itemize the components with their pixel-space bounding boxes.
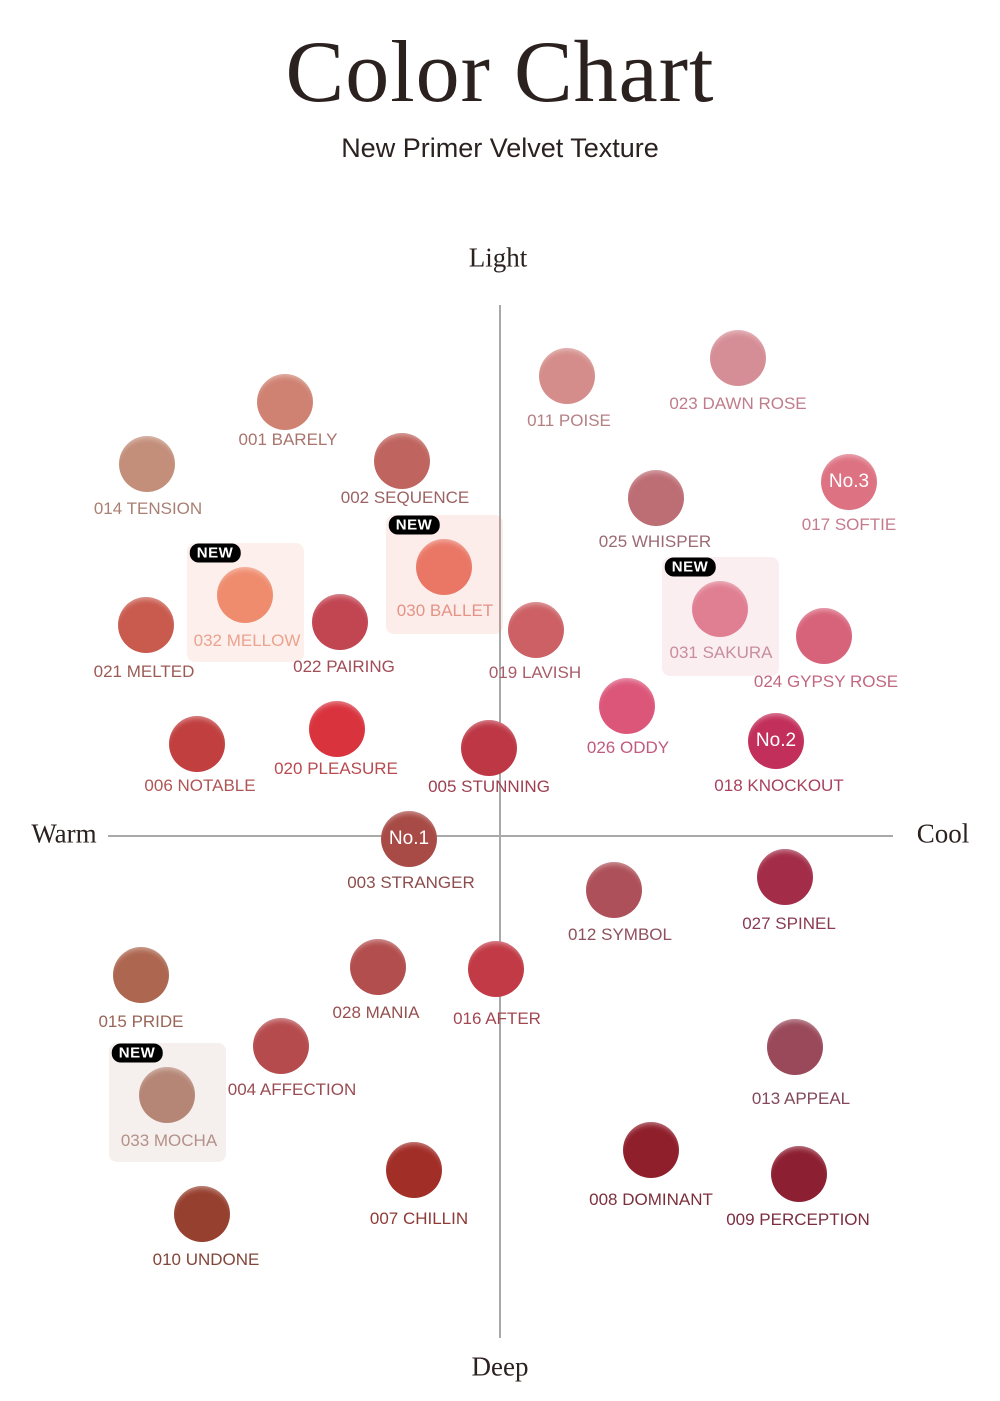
shade-swatch: No.2 xyxy=(748,713,804,769)
shade-label: 002 SEQUENCE xyxy=(340,488,470,507)
shade-swatch xyxy=(468,941,524,997)
shade-label: 007 CHILLIN xyxy=(369,1209,469,1228)
shade-swatch xyxy=(312,594,368,650)
shade-label: 014 TENSION xyxy=(93,499,203,518)
shade-swatch xyxy=(309,701,365,757)
shade-swatch xyxy=(796,608,852,664)
shade-label: 011 POISE xyxy=(527,411,611,430)
shade-label: 017 SOFTIE xyxy=(801,515,897,534)
rank-badge: No.3 xyxy=(828,471,870,492)
shade-swatch xyxy=(692,581,748,637)
shade-swatch xyxy=(118,597,174,653)
new-badge: NEW xyxy=(388,515,440,535)
page-subtitle: New Primer Velvet Texture xyxy=(341,133,659,163)
shade-label: 021 MELTED xyxy=(93,662,195,681)
shade-label: 026 ODDY xyxy=(586,738,670,757)
shade-label: 010 UNDONE xyxy=(152,1250,260,1269)
shade-swatch xyxy=(757,849,813,905)
shade-swatch xyxy=(599,678,655,734)
shade-swatch xyxy=(623,1122,679,1178)
shade-label: 019 LAVISH xyxy=(488,663,582,682)
shade-swatch xyxy=(169,716,225,772)
rank-badge: No.1 xyxy=(388,828,430,849)
shade-label: 013 APPEAL xyxy=(751,1089,851,1108)
shade-label: 008 DOMINANT xyxy=(589,1190,713,1209)
shade-label: 027 SPINEL xyxy=(742,914,836,933)
axis-label-warm: Warm xyxy=(31,818,97,849)
shade-swatch xyxy=(710,330,766,386)
shade-label: 031 SAKURA xyxy=(669,643,773,662)
shade-swatch xyxy=(113,947,169,1003)
shade-swatch: No.3 xyxy=(821,454,877,510)
vertical-axis xyxy=(499,305,501,1338)
shade-swatch xyxy=(257,374,313,430)
shade-label: 032 MELLOW xyxy=(193,631,301,650)
shade-label: 006 NOTABLE xyxy=(144,776,256,795)
shade-label: 023 DAWN ROSE xyxy=(669,394,807,413)
shade-swatch xyxy=(253,1018,309,1074)
shade-swatch xyxy=(767,1019,823,1075)
shade-swatch xyxy=(628,470,684,526)
shade-swatch xyxy=(586,862,642,918)
shade-swatch: No.1 xyxy=(381,811,437,867)
axis-label-deep: Deep xyxy=(471,1351,529,1382)
axis-label-cool: Cool xyxy=(916,818,970,849)
shade-swatch xyxy=(461,720,517,776)
shade-swatch xyxy=(119,436,175,492)
shade-label: 005 STUNNING xyxy=(428,777,550,796)
shade-label: 003 STRANGER xyxy=(347,873,475,892)
shade-label: 025 WHISPER xyxy=(598,532,712,551)
shade-swatch xyxy=(217,567,273,623)
page-title: Color Chart xyxy=(285,24,715,121)
shade-label: 024 GYPSY ROSE xyxy=(753,672,899,691)
shade-label: 022 PAIRING xyxy=(293,657,395,676)
shade-label: 033 MOCHA xyxy=(120,1131,218,1150)
new-badge: NEW xyxy=(189,543,241,563)
axis-label-light: Light xyxy=(468,242,528,273)
shade-swatch xyxy=(386,1142,442,1198)
shade-label: 020 PLEASURE xyxy=(274,759,398,778)
shade-label: 012 SYMBOL xyxy=(568,925,672,944)
new-badge: NEW xyxy=(111,1043,163,1063)
shade-label: 016 AFTER xyxy=(453,1009,541,1028)
shade-swatch xyxy=(416,539,472,595)
shade-label: 018 KNOCKOUT xyxy=(714,776,844,795)
rank-badge: No.2 xyxy=(755,730,797,751)
shade-swatch xyxy=(139,1067,195,1123)
shade-label: 004 AFFECTION xyxy=(227,1080,357,1099)
shade-swatch xyxy=(374,433,430,489)
shade-label: 030 BALLET xyxy=(396,601,494,620)
shade-label: 009 PERCEPTION xyxy=(726,1210,870,1229)
shade-swatch xyxy=(350,939,406,995)
shade-swatch xyxy=(174,1186,230,1242)
new-badge: NEW xyxy=(664,557,716,577)
shade-label: 015 PRIDE xyxy=(98,1012,184,1031)
shade-swatch xyxy=(771,1146,827,1202)
shade-label: 028 MANIA xyxy=(332,1003,420,1022)
shade-label: 001 BARELY xyxy=(238,430,338,449)
horizontal-axis xyxy=(108,835,893,837)
shade-swatch xyxy=(508,602,564,658)
shade-swatch xyxy=(539,348,595,404)
